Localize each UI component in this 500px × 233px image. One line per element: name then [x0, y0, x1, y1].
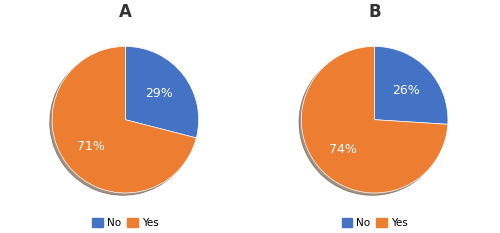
Wedge shape [126, 46, 198, 138]
Legend: No, Yes: No, Yes [88, 214, 162, 232]
Title: B: B [368, 3, 381, 21]
Title: A: A [119, 3, 132, 21]
Legend: No, Yes: No, Yes [338, 214, 412, 232]
Wedge shape [374, 46, 448, 124]
Text: 26%: 26% [392, 84, 420, 97]
Text: 74%: 74% [330, 143, 357, 156]
Wedge shape [302, 46, 448, 193]
Wedge shape [52, 46, 197, 193]
Text: 29%: 29% [146, 87, 174, 100]
Text: 71%: 71% [78, 140, 105, 153]
